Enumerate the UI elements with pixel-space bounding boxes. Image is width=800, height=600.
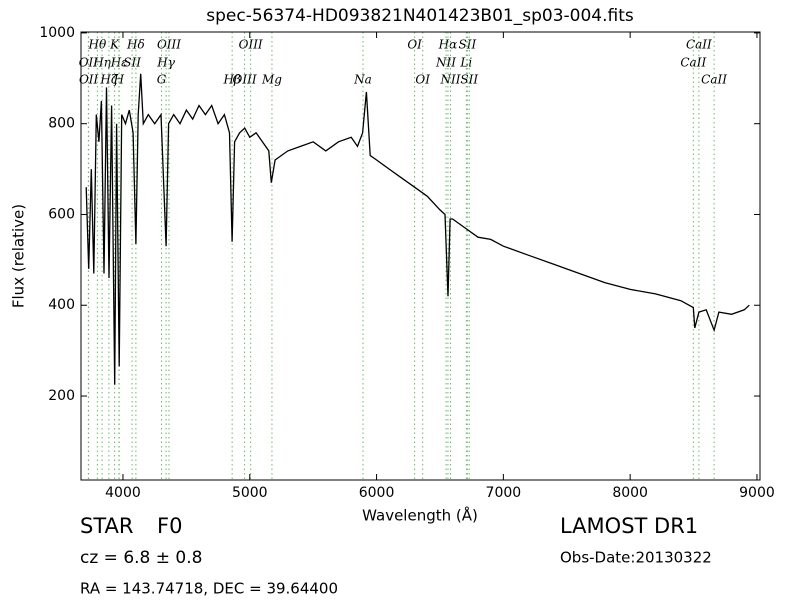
- spectral-line-label: OII: [79, 56, 99, 70]
- spectral-line-label: H: [113, 73, 125, 87]
- spectral-line-label: Hα: [438, 38, 458, 52]
- y-tick-label: 600: [48, 206, 75, 222]
- x-tick-label: 6000: [359, 485, 395, 501]
- spectral-line-label: OI: [407, 38, 422, 52]
- survey: LAMOST DR1: [560, 514, 698, 538]
- spectral-line-label: Hη: [92, 56, 111, 70]
- spectral-line-label: OII: [79, 73, 99, 87]
- spectral-line-label: CaII: [680, 56, 706, 70]
- x-tick-label: 9000: [739, 485, 775, 501]
- spectral-line-label: CaII: [701, 73, 727, 87]
- spectral-line-label: SII: [460, 73, 478, 87]
- y-tick-label: 400: [48, 297, 75, 313]
- spectral-line-label: Hγ: [156, 56, 175, 70]
- y-tick-label: 1000: [39, 25, 75, 41]
- spectral-line-label: OI: [415, 73, 430, 87]
- obs-date: Obs-Date:20130322: [560, 549, 712, 567]
- x-tick-label: 8000: [612, 485, 648, 501]
- x-tick-label: 5000: [232, 485, 268, 501]
- object-class: STAR: [80, 514, 133, 538]
- object-subclass: F0: [157, 514, 182, 538]
- spectral-line-label: SII: [123, 56, 141, 70]
- spectral-line-label: Hβ: [222, 73, 240, 87]
- redshift: cz = 6.8 ± 0.8: [80, 548, 202, 568]
- y-axis-label: Flux (relative): [10, 204, 28, 308]
- spectral-line-label: NII: [439, 73, 460, 87]
- spectral-line-label: Hδ: [126, 38, 145, 52]
- spectral-line-label: CaII: [686, 38, 712, 52]
- plot-frame: [80, 31, 761, 481]
- spectral-line-label: OIII: [239, 38, 263, 52]
- y-tick-label: 200: [48, 388, 75, 404]
- spectral-line-label: K: [109, 38, 120, 52]
- chart-title: spec-56374-HD093821N401423B01_sp03-004.f…: [206, 6, 634, 26]
- spectral-line-label: Hθ: [88, 38, 107, 52]
- spectral-line-label: OIII: [233, 73, 257, 87]
- coordinates: RA = 143.74718, DEC = 39.64400: [80, 580, 338, 598]
- x-tick-label: 7000: [486, 485, 522, 501]
- spectral-line-label: Hζ: [99, 73, 118, 87]
- spectral-line-label: Hε: [110, 56, 128, 70]
- spectrum-line: [85, 73, 750, 385]
- spectral-line-label: Na: [353, 73, 372, 87]
- spectral-line-label: OIII: [157, 38, 181, 52]
- spectral-line-label: NII: [435, 56, 456, 70]
- spectral-line-label: G: [157, 73, 167, 87]
- y-tick-label: 800: [48, 116, 75, 132]
- spectral-line-label: Mg: [261, 73, 282, 87]
- spectral-line-label: Li: [459, 56, 472, 70]
- spectral-line-label: SII: [459, 38, 477, 52]
- x-tick-label: 4000: [105, 485, 141, 501]
- x-axis-label: Wavelength (Å): [362, 506, 478, 525]
